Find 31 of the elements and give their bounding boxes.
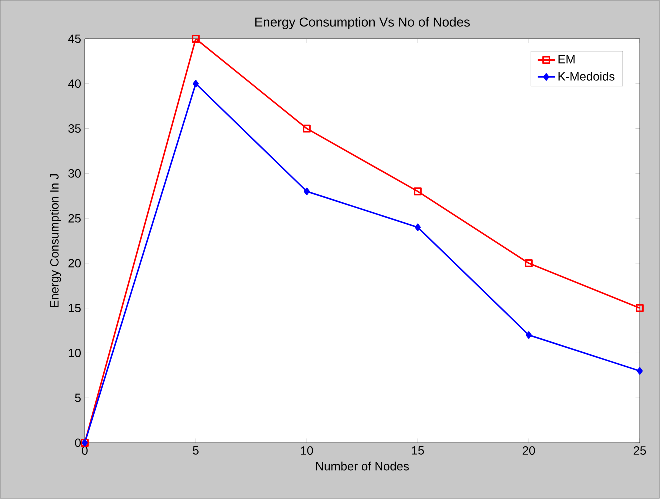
point (193, 80, 200, 88)
point (303, 124, 311, 133)
y-tick-label: 35 (68, 124, 81, 134)
legend-label: EM (558, 55, 575, 64)
point (415, 224, 422, 232)
y-tick-label: 25 (68, 214, 81, 223)
point (526, 332, 532, 340)
chart-title: Energy Consumption Vs No of Nodes (256, 17, 470, 30)
x-tick-label: 5 (193, 446, 199, 455)
point (304, 188, 310, 196)
x-tick-label: 10 (301, 446, 314, 456)
legend-label: K-Medoids (558, 72, 615, 81)
y-tick-label: 30 (68, 169, 82, 178)
x-tick-label: 20 (522, 446, 536, 456)
x-tick-label: 15 (412, 446, 424, 455)
y-tick-label: 10 (69, 348, 82, 358)
y-tick-label: 0 (75, 438, 82, 448)
y-tick-label: 45 (68, 34, 81, 44)
y-tick-label: 20 (68, 259, 82, 268)
y-tick-label: 40 (68, 80, 82, 88)
y-tick-label: 5 (75, 394, 81, 402)
point (192, 35, 200, 43)
x-tick-label: 25 (634, 446, 646, 456)
point (636, 304, 644, 312)
y-tick-label: 15 (69, 304, 81, 313)
point (637, 367, 644, 375)
point (525, 259, 533, 268)
x-tick-label: 0 (82, 446, 88, 456)
y-axis-title: Energy Consumption In J (50, 174, 62, 308)
point (414, 188, 422, 196)
x-axis-title: Number of Nodes (316, 462, 410, 471)
